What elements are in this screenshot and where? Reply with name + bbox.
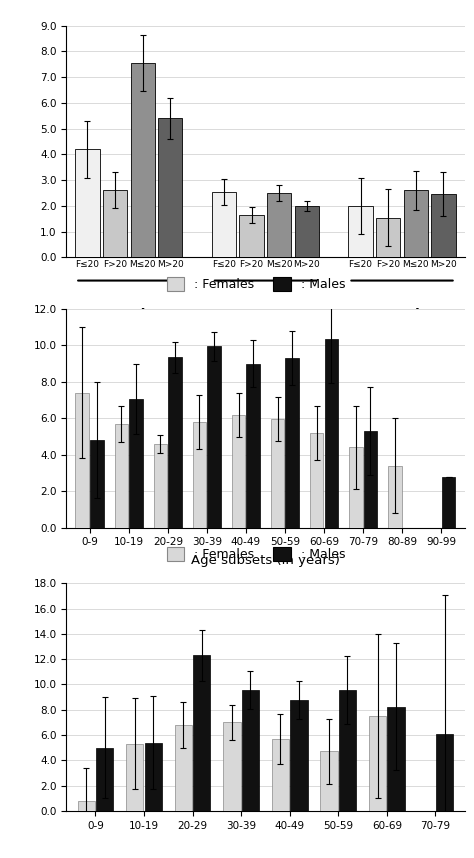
Bar — [364, 431, 377, 528]
Bar — [376, 218, 401, 257]
Bar — [285, 358, 299, 528]
Bar — [130, 63, 155, 257]
Bar — [349, 448, 363, 528]
Bar — [272, 739, 289, 811]
Bar — [310, 432, 323, 528]
Bar — [115, 424, 128, 528]
Bar — [291, 700, 308, 811]
Bar — [431, 195, 456, 257]
Bar — [246, 364, 260, 528]
Bar — [325, 339, 338, 528]
Bar — [242, 690, 259, 811]
Bar — [339, 690, 356, 811]
Bar — [348, 206, 373, 257]
Bar — [404, 190, 428, 257]
Bar — [212, 192, 236, 257]
Bar — [387, 707, 405, 811]
Bar — [78, 801, 95, 811]
Bar — [223, 722, 240, 811]
Bar — [103, 190, 127, 257]
Text: South: South — [379, 308, 425, 323]
Legend: : Females, : Males: : Females, : Males — [167, 547, 345, 561]
Bar — [192, 422, 206, 528]
Legend: : Females, : Males: : Females, : Males — [167, 277, 345, 291]
Bar — [369, 716, 386, 811]
Bar — [295, 206, 319, 257]
Bar — [320, 752, 337, 811]
Bar — [126, 744, 144, 811]
Bar — [175, 725, 192, 811]
Bar — [129, 399, 143, 528]
Bar — [208, 347, 221, 528]
Text: Center: Center — [239, 308, 292, 323]
Bar — [91, 440, 104, 528]
Bar — [96, 747, 113, 811]
Bar — [442, 477, 456, 528]
Bar — [271, 420, 284, 528]
Bar — [193, 656, 210, 811]
Bar — [154, 444, 167, 528]
Text: North: North — [107, 308, 151, 323]
Bar — [158, 118, 182, 257]
X-axis label: Age subsets (in years): Age subsets (in years) — [191, 554, 340, 567]
Bar — [388, 466, 401, 528]
Bar — [239, 215, 264, 257]
Bar — [75, 149, 100, 257]
Bar — [145, 742, 162, 811]
Bar — [168, 357, 182, 528]
Bar — [267, 193, 292, 257]
Bar — [75, 393, 89, 528]
Bar — [232, 414, 246, 528]
Bar — [436, 734, 453, 811]
